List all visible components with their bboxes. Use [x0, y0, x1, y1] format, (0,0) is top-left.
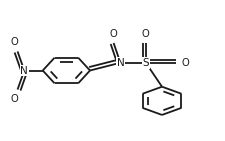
Text: O: O — [110, 29, 117, 39]
Text: N: N — [117, 58, 124, 68]
Text: O: O — [11, 37, 19, 47]
Text: O: O — [11, 94, 19, 104]
Text: N: N — [20, 66, 28, 75]
Text: S: S — [142, 58, 149, 68]
Text: O: O — [181, 58, 189, 68]
Text: O: O — [142, 29, 150, 39]
